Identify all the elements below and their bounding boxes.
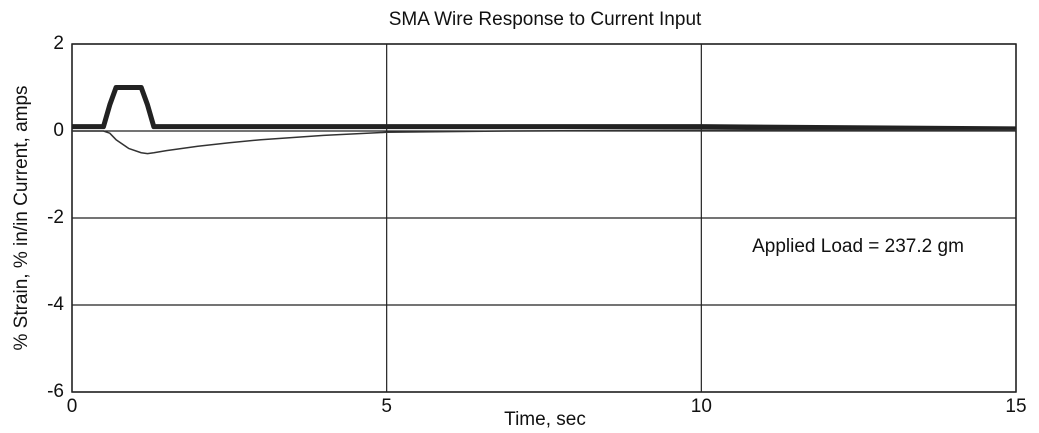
y-axis-label: % Strain, % in/in Current, amps (11, 85, 32, 350)
x-tick-label: 10 (691, 396, 712, 417)
x-tick-label: 5 (381, 396, 392, 417)
x-axis-label: Time, sec (504, 409, 586, 430)
annotation: Applied Load = 237.2 gm (752, 236, 964, 257)
x-tick-label: 15 (1005, 396, 1026, 417)
data-line (72, 85, 1017, 132)
x-tick-label: 0 (67, 396, 78, 417)
y-tick-label: -6 (47, 381, 64, 402)
data-line (72, 129, 1016, 155)
y-tick-label: -2 (47, 207, 64, 228)
chart-title: SMA Wire Response to Current Input (389, 9, 702, 30)
y-tick-label: 0 (53, 120, 64, 141)
y-tick-label: -4 (47, 294, 64, 315)
y-tick-label: 2 (53, 33, 64, 54)
